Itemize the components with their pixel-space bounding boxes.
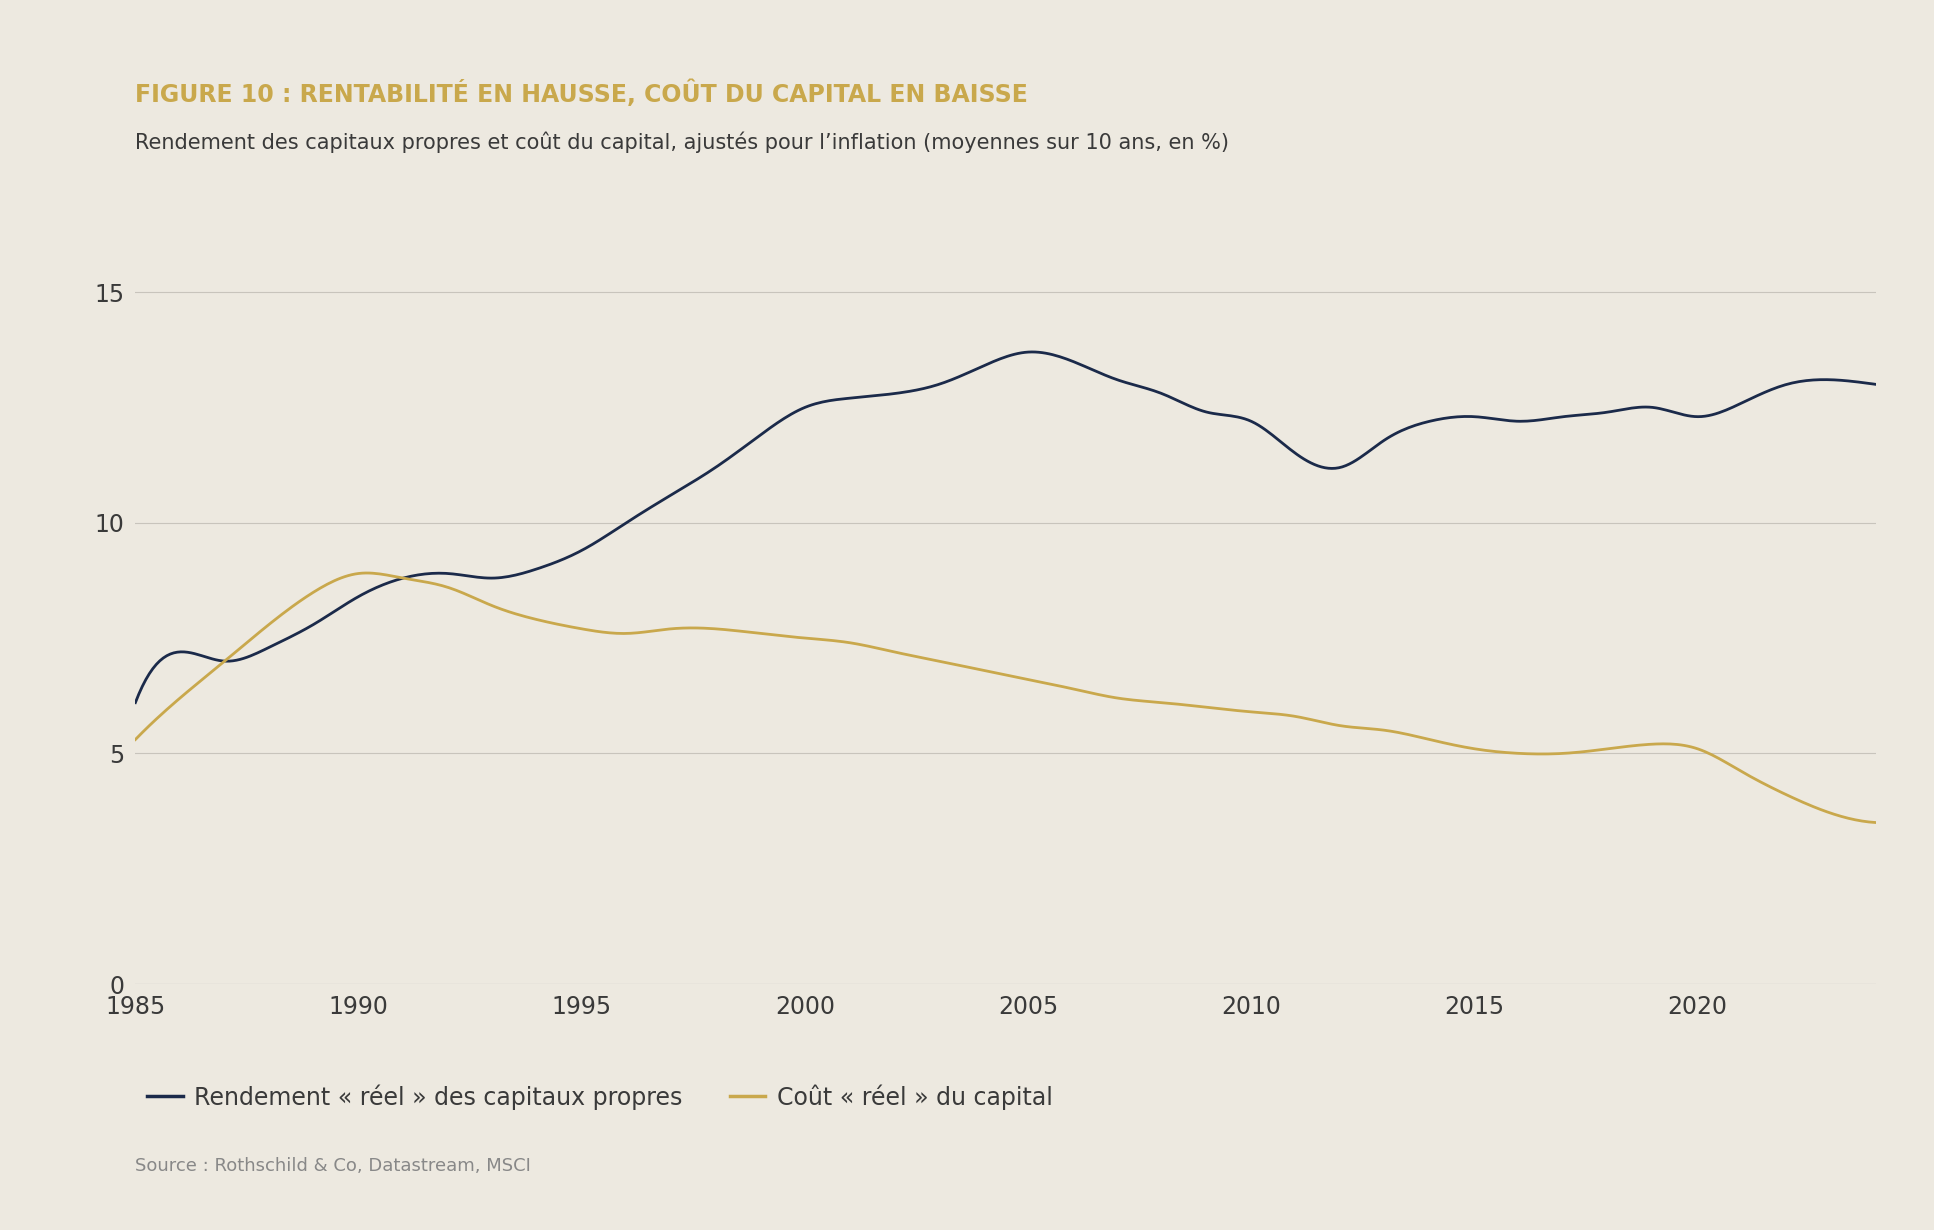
Text: Rendement des capitaux propres et coût du capital, ajustés pour l’inflation (moy: Rendement des capitaux propres et coût d…: [135, 132, 1230, 153]
Text: FIGURE 10 : RENTABILITÉ EN HAUSSE, COÛT DU CAPITAL EN BAISSE: FIGURE 10 : RENTABILITÉ EN HAUSSE, COÛT …: [135, 80, 1029, 107]
Legend: Rendement « réel » des capitaux propres, Coût « réel » du capital: Rendement « réel » des capitaux propres,…: [147, 1085, 1054, 1109]
Text: Source : Rothschild & Co, Datastream, MSCI: Source : Rothschild & Co, Datastream, MS…: [135, 1156, 532, 1175]
